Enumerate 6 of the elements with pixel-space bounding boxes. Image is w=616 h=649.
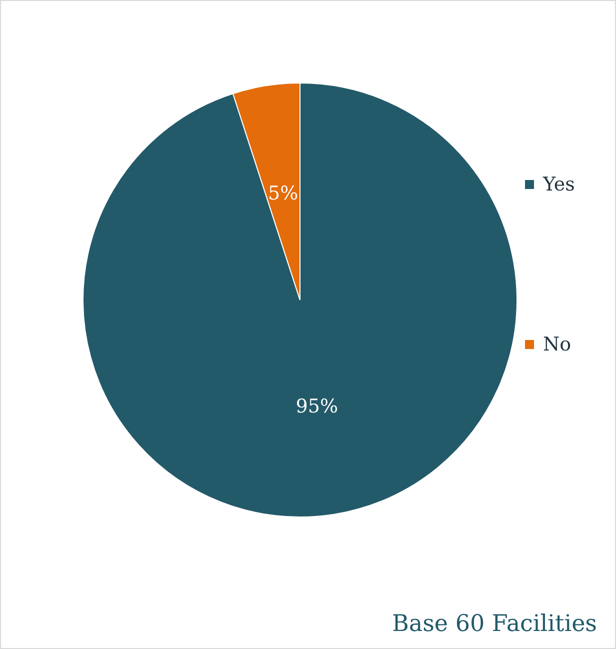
legend-label: No (543, 334, 572, 356)
text: Base 60 Facilities (392, 611, 597, 637)
data-label: 95% (296, 396, 338, 418)
data-label: 5% (268, 182, 298, 204)
legend-label: Yes (542, 174, 575, 196)
pie-slice (82, 82, 518, 518)
